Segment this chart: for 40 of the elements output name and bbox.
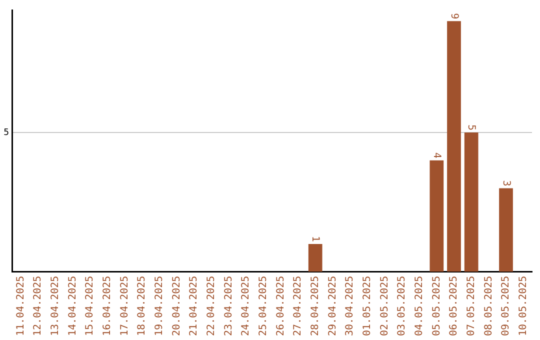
bar xyxy=(430,160,444,272)
x-tick-label: 14.04.2025 xyxy=(67,276,78,336)
x-tick-label: 24.04.2025 xyxy=(240,276,252,336)
x-tick-label: 16.04.2025 xyxy=(102,276,113,336)
x-tick-label: 28.04.2025 xyxy=(310,276,321,336)
x-tick-label: 17.04.2025 xyxy=(119,276,130,336)
x-tick-label: 06.05.2025 xyxy=(448,276,460,336)
x-tick-label: 10.05.2025 xyxy=(518,276,529,336)
data-label: 3 xyxy=(500,180,512,186)
x-tick-label: 03.05.2025 xyxy=(396,276,408,336)
data-label: 5 xyxy=(466,124,477,131)
x-tick-label: 21.04.2025 xyxy=(188,276,200,336)
x-tick-label: 01.05.2025 xyxy=(362,276,373,336)
x-tick-label: 27.04.2025 xyxy=(292,276,304,336)
x-tick-label: 23.04.2025 xyxy=(223,276,234,336)
data-label: 1 xyxy=(310,236,321,242)
bar xyxy=(308,244,322,272)
bar xyxy=(499,188,513,272)
data-label: 9 xyxy=(448,13,460,20)
x-tick-label: 26.04.2025 xyxy=(275,276,286,336)
x-tick-label: 30.04.2025 xyxy=(344,276,356,336)
x-tick-label: 20.04.2025 xyxy=(171,276,182,336)
x-tick-label: 25.04.2025 xyxy=(258,276,269,336)
x-tick-label: 18.04.2025 xyxy=(136,276,148,336)
bar xyxy=(464,132,478,272)
x-tick-label: 09.05.2025 xyxy=(500,276,512,336)
data-label: 4 xyxy=(431,152,442,158)
x-tick-label: 13.04.2025 xyxy=(50,276,61,336)
x-tick-label: 22.04.2025 xyxy=(206,276,217,336)
x-tick-label: 07.05.2025 xyxy=(466,276,477,336)
bar xyxy=(447,21,461,272)
x-tick-label: 05.05.2025 xyxy=(431,276,442,336)
x-tick-label: 11.04.2025 xyxy=(15,276,26,336)
x-tick-label: 04.05.2025 xyxy=(414,276,425,336)
x-tick-label: 15.04.2025 xyxy=(84,276,96,336)
x-tick-label: 08.05.2025 xyxy=(483,276,494,336)
x-tick-label: 29.04.2025 xyxy=(327,276,338,336)
x-tick-label: 02.05.2025 xyxy=(379,276,390,336)
x-tick-label: 19.04.2025 xyxy=(154,276,165,336)
x-tick-label: 12.04.2025 xyxy=(32,276,44,336)
